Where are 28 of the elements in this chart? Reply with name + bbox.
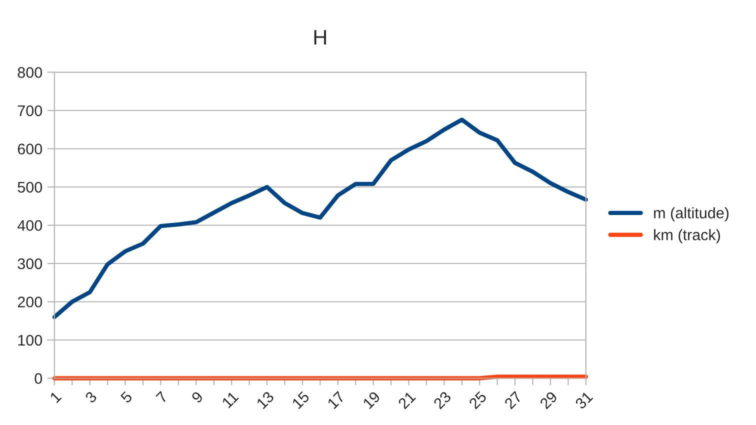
x-tick-label: 23 xyxy=(432,390,452,410)
x-tick-label: 1 xyxy=(50,390,62,404)
y-tick-label: 100 xyxy=(18,334,42,346)
x-tick-label: 27 xyxy=(504,390,522,410)
y-tick-label: 400 xyxy=(17,220,42,231)
x-tick-label: 5 xyxy=(120,390,133,404)
x-tick-label: 9 xyxy=(190,390,204,404)
x-tick-label: 31 xyxy=(574,390,594,410)
y-tick-label: 500 xyxy=(18,182,42,193)
x-tick-label: 19 xyxy=(362,390,381,410)
y-tick-label: 300 xyxy=(18,258,42,270)
y-tick-label: 600 xyxy=(18,144,42,154)
x-tick-label: 3 xyxy=(84,390,98,404)
y-tick-label: 700 xyxy=(18,105,42,116)
x-tick-label: 17 xyxy=(327,390,346,410)
x-tick-label: 29 xyxy=(539,390,558,410)
x-tick-label: 13 xyxy=(256,390,274,410)
y-tick-label: 800 xyxy=(18,67,42,78)
legend-label: km (track) xyxy=(654,229,720,244)
x-tick-label: 21 xyxy=(398,390,416,410)
x-tick-label: 25 xyxy=(468,390,488,410)
x-tick-label: 7 xyxy=(156,390,168,404)
y-tick-label: 200 xyxy=(18,296,42,308)
legend-label: m (altitude) xyxy=(654,207,729,222)
y-tick-label: 0 xyxy=(34,373,42,384)
x-tick-label: 15 xyxy=(292,390,310,410)
x-tick-label: 11 xyxy=(222,390,239,408)
chart-title: H xyxy=(314,30,326,44)
